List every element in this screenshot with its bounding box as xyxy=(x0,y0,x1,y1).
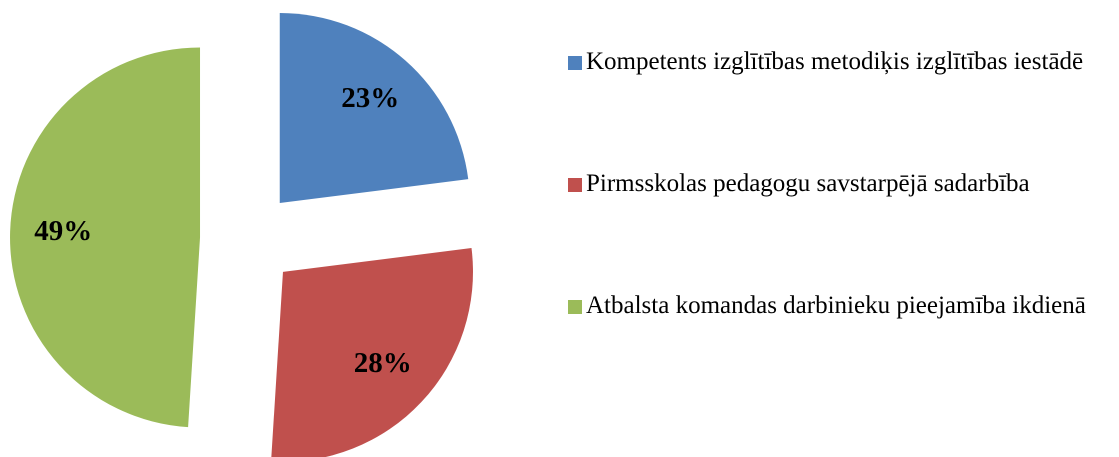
legend-item: Kompetents izglītības metodiķis izglītīb… xyxy=(568,47,1105,76)
legend-swatch xyxy=(568,178,582,192)
legend-swatch xyxy=(568,56,582,70)
slice-label: 23% xyxy=(341,82,399,114)
chart: 23% 28% 49% xyxy=(10,12,473,457)
legend-item: Pirmsskolas pedagogu savstarpējā sadarbī… xyxy=(568,169,1105,198)
pie-slice xyxy=(279,12,469,203)
pie-slice xyxy=(271,248,473,457)
slice-label: 28% xyxy=(354,347,412,379)
legend-label: Atbalsta komandas darbinieku pieejamība … xyxy=(586,292,1086,319)
legend-label: Pirmsskolas pedagogu savstarpējā sadarbī… xyxy=(586,170,1030,197)
legend-label: Kompetents izglītības metodiķis izglītīb… xyxy=(586,48,1084,75)
legend-swatch xyxy=(568,300,582,314)
slice-label: 49% xyxy=(34,215,92,247)
legend-item: Atbalsta komandas darbinieku pieejamība … xyxy=(568,291,1105,320)
pie-slice xyxy=(10,47,201,428)
